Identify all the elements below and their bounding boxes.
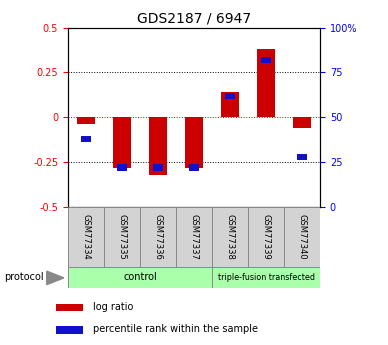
Text: protocol: protocol xyxy=(4,272,43,282)
Bar xyxy=(284,207,320,267)
Polygon shape xyxy=(47,271,64,285)
Bar xyxy=(212,267,320,288)
Bar xyxy=(149,117,167,175)
Bar xyxy=(104,207,140,267)
Bar xyxy=(56,304,83,311)
Text: GSM77334: GSM77334 xyxy=(81,214,90,260)
Bar xyxy=(140,207,176,267)
Bar xyxy=(68,207,104,267)
Text: GSM77339: GSM77339 xyxy=(262,214,270,260)
Bar xyxy=(225,92,235,99)
Bar xyxy=(56,326,83,334)
Text: GSM77340: GSM77340 xyxy=(298,214,307,260)
Bar xyxy=(257,49,275,117)
Bar xyxy=(261,57,271,63)
Bar xyxy=(176,207,212,267)
Bar xyxy=(293,117,311,128)
Bar xyxy=(153,165,163,171)
Text: log ratio: log ratio xyxy=(94,302,134,312)
Bar xyxy=(117,165,127,171)
Bar xyxy=(189,165,199,171)
Bar xyxy=(113,117,131,168)
Text: GSM77338: GSM77338 xyxy=(225,214,234,260)
Bar xyxy=(248,207,284,267)
Bar xyxy=(185,117,203,168)
Bar xyxy=(297,154,307,160)
Text: GSM77335: GSM77335 xyxy=(118,214,126,260)
Bar xyxy=(221,92,239,117)
Title: GDS2187 / 6947: GDS2187 / 6947 xyxy=(137,11,251,25)
Text: GSM77336: GSM77336 xyxy=(154,214,163,260)
Text: percentile rank within the sample: percentile rank within the sample xyxy=(94,324,258,334)
Bar xyxy=(212,207,248,267)
Text: GSM77337: GSM77337 xyxy=(189,214,199,260)
Text: control: control xyxy=(123,273,157,282)
Bar xyxy=(77,117,95,125)
Bar xyxy=(68,267,212,288)
Bar xyxy=(81,136,91,142)
Text: triple-fusion transfected: triple-fusion transfected xyxy=(218,273,315,282)
